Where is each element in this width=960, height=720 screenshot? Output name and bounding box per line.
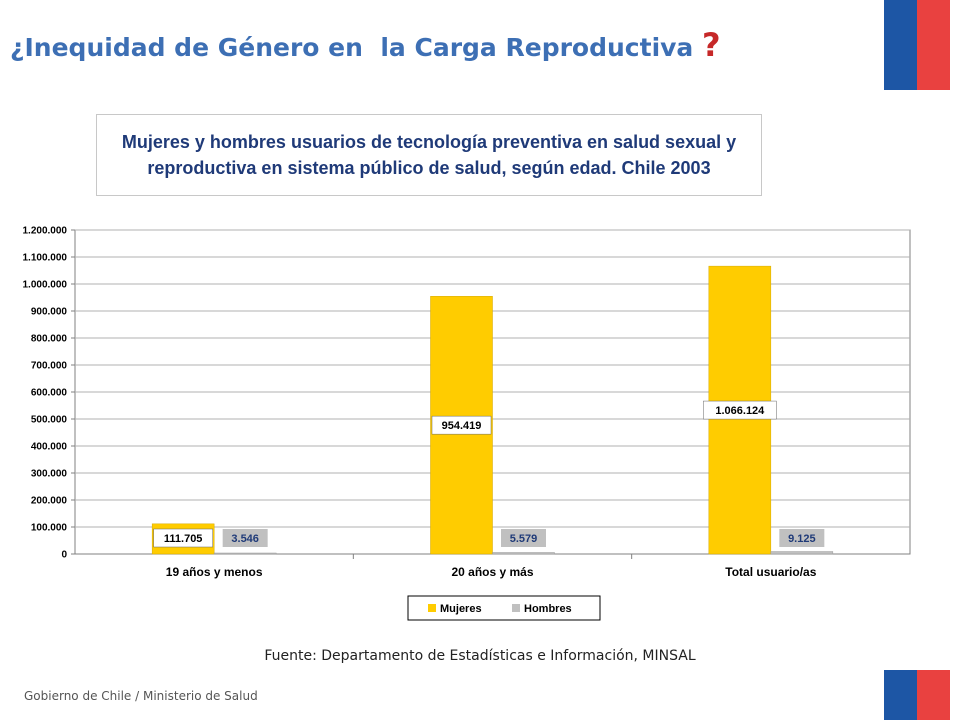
data-label-box bbox=[703, 400, 777, 420]
legend-label: Mujeres bbox=[440, 603, 482, 615]
legend-swatch-hombres bbox=[512, 604, 520, 612]
x-tick-label: Total usuario/as bbox=[725, 565, 816, 579]
chile-flag-top bbox=[884, 0, 950, 90]
x-tick-label: 19 años y menos bbox=[166, 565, 263, 579]
bar-hombres bbox=[213, 552, 277, 555]
data-label: 9.125 bbox=[788, 533, 816, 545]
bar-hombres bbox=[492, 552, 555, 555]
page-title-question-mark: ? bbox=[702, 26, 721, 64]
flag-blue-stripe bbox=[884, 0, 917, 90]
page-title-text: ¿Inequidad de Género en la Carga Reprodu… bbox=[10, 33, 694, 62]
y-tick-label: 0 bbox=[61, 550, 67, 561]
data-label-box bbox=[153, 528, 213, 548]
flag-red-stripe bbox=[917, 670, 950, 720]
footer-text: Gobierno de Chile / Ministerio de Salud bbox=[24, 689, 258, 703]
data-label: 5.579 bbox=[510, 533, 538, 545]
data-label: 3.546 bbox=[231, 533, 259, 545]
flag-red-stripe bbox=[917, 0, 950, 90]
y-tick-label: 900.000 bbox=[31, 307, 68, 318]
y-tick-label: 1.000.000 bbox=[23, 280, 68, 291]
data-label: 111.705 bbox=[164, 533, 203, 545]
y-tick-label: 200.000 bbox=[31, 496, 68, 507]
source-note: Fuente: Departamento de Estadísticas e I… bbox=[264, 648, 696, 664]
y-tick-label: 1.100.000 bbox=[23, 253, 68, 264]
legend-box bbox=[407, 595, 601, 621]
y-tick-label: 700.000 bbox=[31, 361, 68, 372]
y-tick-label: 100.000 bbox=[31, 523, 68, 534]
data-label-box bbox=[431, 415, 492, 435]
x-tick-label: 20 años y más bbox=[451, 565, 533, 579]
bar-chart: 0 100.000 200.000 300.000 400.000 500.000 600.… bbox=[23, 226, 911, 621]
axes: 0 100.000 200.000 300.000 400.000 500.000 600.… bbox=[23, 226, 910, 579]
y-tick-label: 500.000 bbox=[31, 415, 68, 426]
data-labels: 111.705 3.546 954.419 5.579 1.066.124 9.125 bbox=[153, 400, 825, 548]
y-tick-label: 600.000 bbox=[31, 388, 68, 399]
page-title: ¿Inequidad de Género en la Carga Reprodu… bbox=[10, 26, 721, 64]
data-label: 954.419 bbox=[442, 420, 482, 432]
y-tick-label: 400.000 bbox=[31, 442, 68, 453]
legend-swatch-mujeres bbox=[428, 604, 436, 612]
data-label: 1.066.124 bbox=[715, 405, 765, 417]
flag-blue-stripe bbox=[884, 670, 917, 720]
data-label-box bbox=[501, 529, 546, 547]
chart-title: Mujeres y hombres usuarios de tecnología… bbox=[96, 114, 762, 196]
data-label-box bbox=[222, 529, 268, 547]
y-tick-label: 800.000 bbox=[31, 334, 68, 345]
chile-flag-bottom bbox=[884, 670, 950, 720]
data-label-box bbox=[779, 529, 825, 547]
legend-label: Hombres bbox=[524, 603, 572, 615]
legend: Mujeres Hombres bbox=[407, 595, 601, 621]
y-tick-label: 300.000 bbox=[31, 469, 68, 480]
bar-hombres bbox=[770, 551, 834, 555]
y-tick-label: 1.200.000 bbox=[23, 226, 68, 237]
